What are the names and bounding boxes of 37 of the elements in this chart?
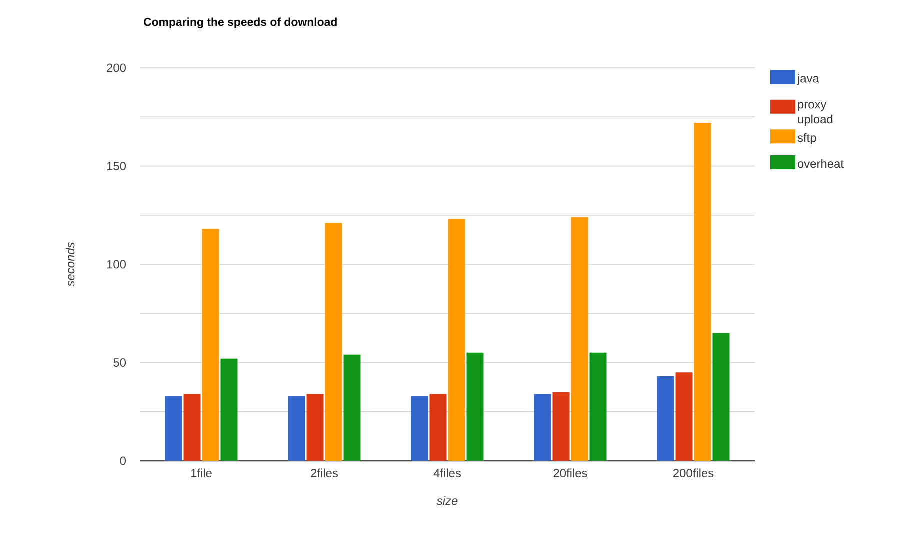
x-axis-title: size bbox=[436, 496, 458, 506]
bar bbox=[466, 352, 484, 461]
y-tick-label: 50 bbox=[114, 358, 126, 367]
x-tick-label: 2files bbox=[311, 468, 338, 478]
bar bbox=[288, 396, 306, 461]
y-tick-label: 0 bbox=[120, 456, 126, 466]
bar bbox=[552, 392, 570, 461]
bar bbox=[184, 394, 201, 461]
bar bbox=[430, 394, 447, 461]
legend-label: java bbox=[797, 74, 820, 86]
y-tick-label: 100 bbox=[107, 260, 126, 269]
bar bbox=[306, 394, 324, 461]
bar bbox=[411, 396, 428, 461]
legend-label: sftp bbox=[798, 133, 816, 145]
bar bbox=[712, 333, 730, 461]
x-tick-label: 1file bbox=[191, 468, 212, 478]
bar bbox=[657, 376, 674, 461]
chart-title: Comparing the speeds of download bbox=[144, 18, 337, 28]
bar bbox=[202, 229, 220, 461]
bar bbox=[534, 394, 552, 461]
x-tick-label: 4files bbox=[434, 468, 462, 478]
bar bbox=[694, 123, 712, 461]
legend-label: proxy upload bbox=[798, 102, 833, 126]
x-tick-label: 20files bbox=[554, 468, 588, 478]
bar bbox=[448, 219, 466, 461]
y-axis-title: seconds bbox=[66, 242, 75, 287]
bar bbox=[571, 217, 588, 461]
bar bbox=[165, 396, 182, 461]
bar bbox=[344, 354, 361, 461]
bar bbox=[325, 223, 342, 461]
x-tick-label: 200files bbox=[673, 468, 714, 478]
bar bbox=[220, 358, 238, 461]
bar bbox=[676, 372, 693, 461]
y-tick-label: 150 bbox=[107, 162, 126, 170]
legend-label: overheat bbox=[798, 159, 844, 168]
bar bbox=[590, 352, 607, 461]
y-tick-label: 200 bbox=[107, 64, 126, 72]
